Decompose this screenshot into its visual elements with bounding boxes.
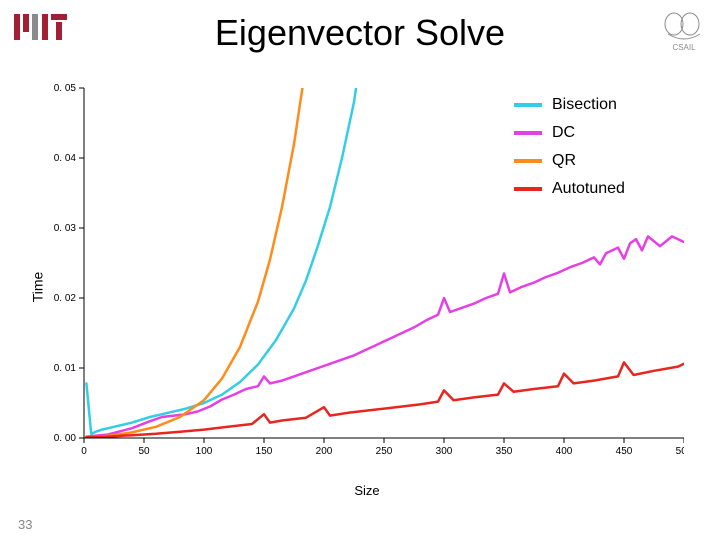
svg-text:300: 300 <box>436 446 453 457</box>
legend-swatch <box>514 159 542 163</box>
series-autotuned <box>86 362 684 437</box>
series-qr <box>86 82 321 437</box>
svg-text:150: 150 <box>256 446 273 457</box>
svg-text:0. 03: 0. 03 <box>54 223 77 234</box>
svg-text:0. 05: 0. 05 <box>54 83 77 94</box>
svg-text:500: 500 <box>676 446 684 457</box>
page-number: 33 <box>18 517 32 532</box>
legend-label: Bisection <box>552 96 617 114</box>
svg-text:350: 350 <box>496 446 513 457</box>
svg-text:250: 250 <box>376 446 393 457</box>
legend-swatch <box>514 131 542 135</box>
y-axis-label: Time <box>29 272 45 303</box>
legend-label: QR <box>552 152 576 170</box>
svg-text:100: 100 <box>196 446 213 457</box>
x-axis-label: Size <box>50 483 684 498</box>
svg-text:0. 04: 0. 04 <box>54 153 77 164</box>
legend-label: DC <box>552 124 575 142</box>
slide-title: Eigenvector Solve <box>0 12 720 54</box>
legend-item-bisection: Bisection <box>514 96 625 114</box>
series-bisection <box>86 82 378 434</box>
legend-swatch <box>514 103 542 107</box>
legend-item-autotuned: Autotuned <box>514 180 625 198</box>
svg-text:200: 200 <box>316 446 333 457</box>
svg-text:50: 50 <box>138 446 150 457</box>
svg-text:400: 400 <box>556 446 573 457</box>
svg-text:0. 02: 0. 02 <box>54 293 77 304</box>
legend-label: Autotuned <box>552 180 625 198</box>
series-dc <box>86 236 684 436</box>
svg-text:0. 01: 0. 01 <box>54 363 77 374</box>
legend-swatch <box>514 187 542 191</box>
svg-text:0. 00: 0. 00 <box>54 433 77 444</box>
legend-item-dc: DC <box>514 124 625 142</box>
svg-text:0: 0 <box>81 446 87 457</box>
chart-legend: Bisection DC QR Autotuned <box>514 96 625 208</box>
legend-item-qr: QR <box>514 152 625 170</box>
svg-text:450: 450 <box>616 446 633 457</box>
